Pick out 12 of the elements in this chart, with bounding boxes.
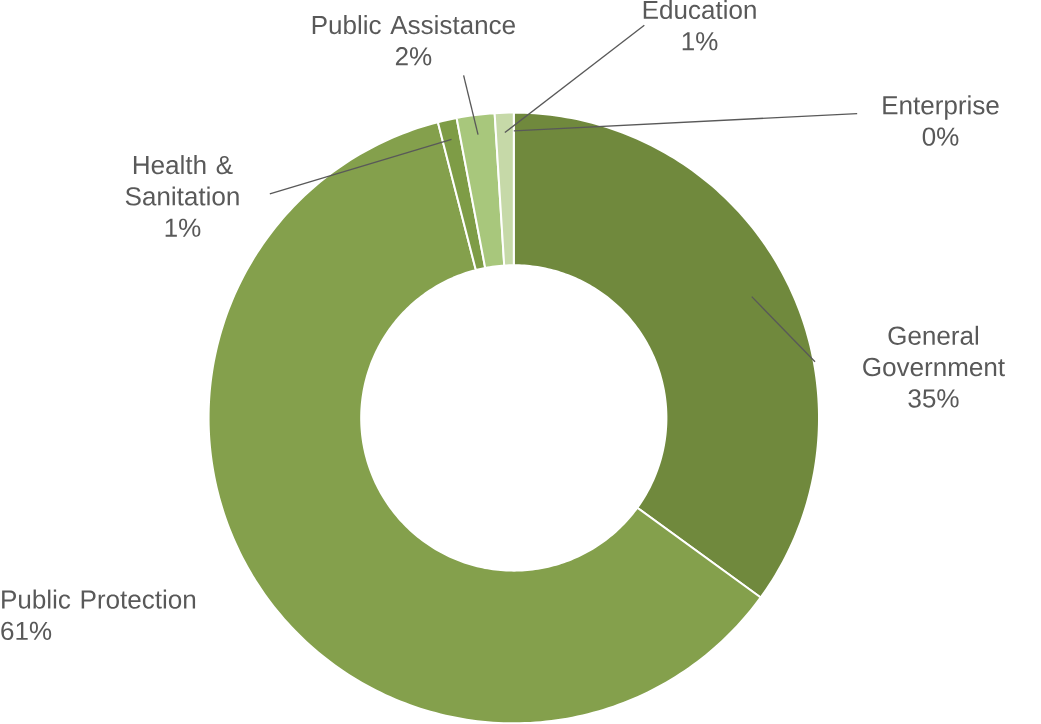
text: 0% xyxy=(922,127,959,146)
data-label: 35% xyxy=(908,389,959,408)
slice-label: General Government xyxy=(863,325,1005,377)
slice-label: Education xyxy=(643,0,756,19)
slice-label: Public Protection xyxy=(2,589,196,609)
slice-label: Health & Sanitation xyxy=(125,154,239,206)
data-label: 2% xyxy=(395,46,432,66)
data-label: 1% xyxy=(682,32,718,51)
data-label: 61% xyxy=(1,621,52,640)
slice-label: Public Assistance xyxy=(312,14,515,35)
category-label: Enterprise xyxy=(883,95,999,120)
data-label: 1% xyxy=(165,218,201,237)
